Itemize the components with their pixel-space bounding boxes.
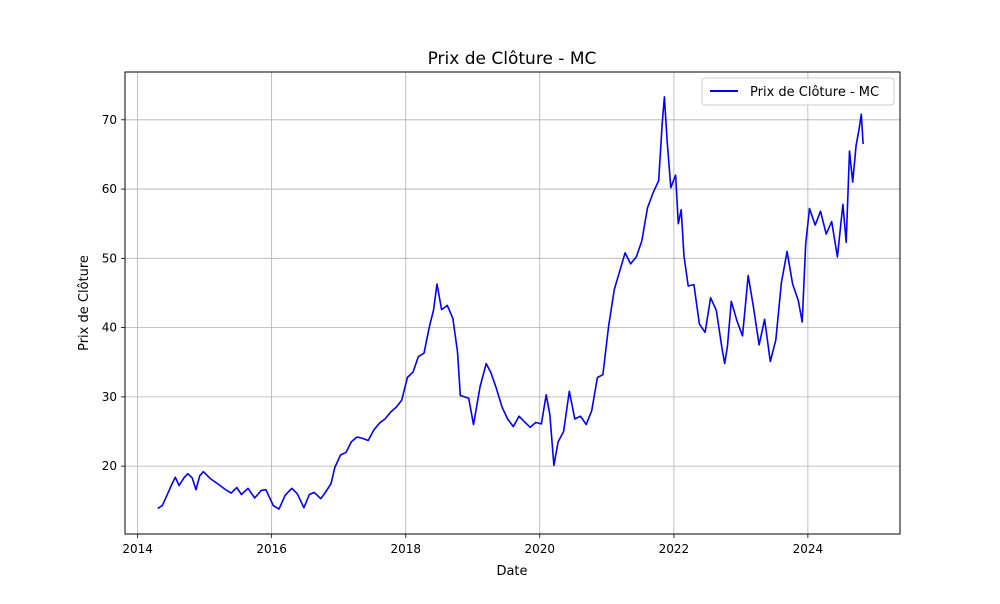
x-tick-label: 2018 [391, 542, 422, 556]
chart-title: Prix de Clôture - MC [428, 49, 597, 69]
axes-frame [124, 71, 901, 535]
legend: Prix de Clôture - MC [701, 77, 895, 106]
ticks: 2014 2016 2018 2020 2022 2024 20 30 40 50 60 70 [102, 113, 823, 556]
legend-box [701, 77, 895, 106]
y-tick-label: 40 [102, 321, 117, 335]
x-tick-label: 2020 [524, 542, 555, 556]
y-tick-label: 60 [102, 182, 117, 196]
grid [125, 72, 900, 534]
plot-area [157, 96, 864, 510]
x-tick-label: 2024 [793, 542, 824, 556]
y-tick-label: 30 [102, 390, 117, 404]
y-tick-label: 70 [102, 113, 117, 127]
y-tick-label: 20 [102, 459, 117, 473]
y-axis-label: Prix de Clôture [77, 255, 92, 351]
x-tick-label: 2016 [256, 542, 287, 556]
y-tick-label: 50 [102, 251, 117, 265]
x-axis-label: Date [496, 564, 527, 579]
x-tick-label: 2022 [659, 542, 690, 556]
legend-label: Prix de Clôture - MC [750, 85, 879, 100]
x-tick-label: 2014 [122, 542, 153, 556]
series-line [157, 96, 864, 510]
